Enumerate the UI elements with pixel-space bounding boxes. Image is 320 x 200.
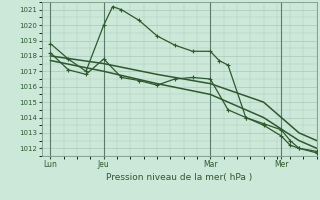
X-axis label: Pression niveau de la mer( hPa ): Pression niveau de la mer( hPa ) xyxy=(106,173,252,182)
